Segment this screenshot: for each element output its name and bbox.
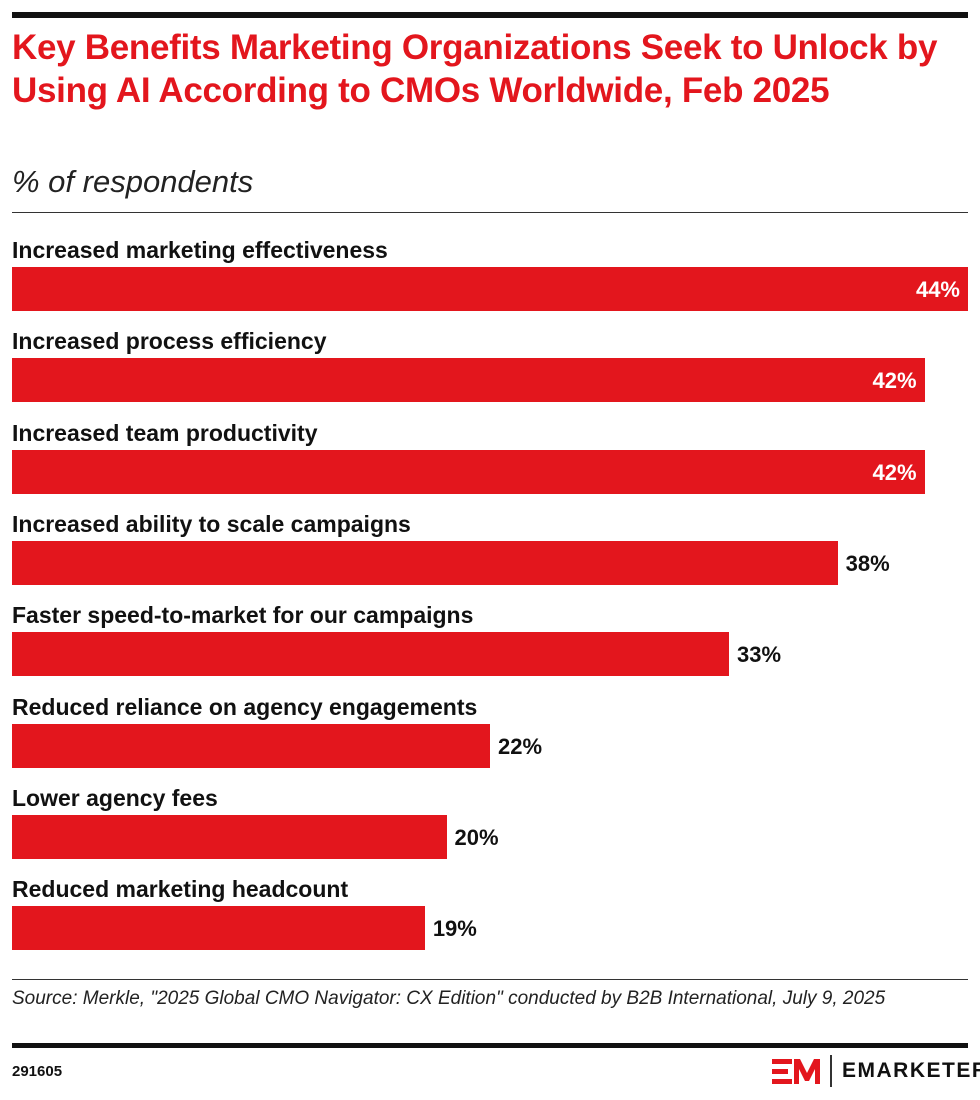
category-label: Lower agency fees xyxy=(12,784,218,811)
category-label: Increased process efficiency xyxy=(12,328,327,355)
bar xyxy=(12,267,968,311)
bar xyxy=(12,723,490,768)
bottom-rule xyxy=(12,1043,968,1048)
bar-row: Increased ability to scale campaigns 38% xyxy=(12,511,968,603)
category-label: Increased marketing effectiveness xyxy=(12,237,388,263)
value-label: 22% xyxy=(498,733,543,759)
top-rule xyxy=(12,12,968,18)
emarketer-logo: EMARKETER xyxy=(772,1054,980,1088)
bar xyxy=(12,540,838,585)
footer-rule xyxy=(12,979,968,980)
bar xyxy=(12,814,447,859)
source-note: Source: Merkle, "2025 Global CMO Navigat… xyxy=(12,988,886,1009)
value-label: 19% xyxy=(432,916,477,942)
value-label: 33% xyxy=(737,642,782,668)
brand-name: EMARKETER xyxy=(842,1059,980,1082)
bar-row: Faster speed-to-market for our campaigns… xyxy=(12,602,968,694)
bar-row: Increased marketing effectiveness 44% xyxy=(12,237,968,329)
bar xyxy=(12,632,729,677)
chart-subtitle: % of respondents xyxy=(12,164,254,199)
value-label: 42% xyxy=(872,459,917,485)
value-label: 42% xyxy=(872,368,917,394)
em-logo-icon xyxy=(772,1059,820,1084)
bar xyxy=(12,449,925,494)
bar-row: Reduced reliance on agency engagements 22… xyxy=(12,694,968,786)
value-label: 20% xyxy=(454,824,499,850)
chart-id: 291605 xyxy=(12,1063,63,1080)
value-label: 44% xyxy=(915,277,960,302)
category-label: Increased ability to scale campaigns xyxy=(12,510,411,537)
bar xyxy=(12,358,925,403)
value-label: 38% xyxy=(845,550,890,576)
bar xyxy=(12,906,425,951)
bar-row: Reduced marketing headcount 19% xyxy=(12,876,968,968)
bar-row: Lower agency fees 20% xyxy=(12,785,968,877)
bar-row: Increased process efficiency 42% xyxy=(12,328,968,420)
chart-title: Key Benefits Marketing Organizations See… xyxy=(12,28,938,110)
header-rule xyxy=(12,212,968,213)
category-label: Reduced reliance on agency engagements xyxy=(12,693,478,720)
category-label: Increased team productivity xyxy=(12,419,318,446)
bar-row: Increased team productivity 42% xyxy=(12,420,968,512)
category-label: Faster speed-to-market for our campaigns xyxy=(12,602,474,629)
category-label: Reduced marketing headcount xyxy=(12,876,349,903)
